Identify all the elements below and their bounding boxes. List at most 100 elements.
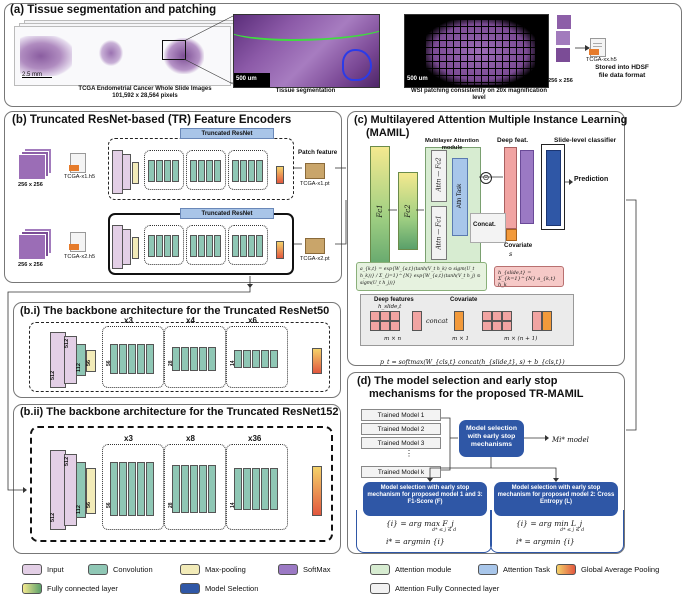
conv-layer (214, 160, 221, 182)
left-eq2: i* = argmin {i} (386, 537, 445, 546)
matrix-cell (502, 311, 512, 321)
right-eq2: i* = argmin {i} (516, 537, 575, 546)
conv-layer (190, 347, 198, 371)
residual-block (226, 444, 288, 530)
left-selection-box: Model selection with early stop mechanis… (363, 482, 487, 516)
h5-file-icon (69, 232, 86, 252)
covariate-cell (542, 311, 552, 331)
matrix-cell (390, 311, 400, 321)
patch-size-a: 256 x 256 (548, 78, 573, 84)
legend-swatch (22, 583, 42, 594)
scale-label-left: 2.5 mm (22, 72, 43, 78)
legend-swatch (88, 564, 108, 575)
wsi-pixels: 101,592 x 28,564 pixels (112, 93, 178, 99)
maxpool-layer (132, 237, 139, 259)
tissue-image (164, 38, 204, 74)
covariate-symbol: s (509, 250, 513, 258)
residual-block (144, 150, 184, 190)
conv-layer (243, 350, 251, 368)
residual-block (144, 225, 184, 265)
prediction-equation: p_t = softmax(W_{cls,t} concat(h_{slide,… (380, 359, 565, 366)
prediction-label: Prediction (574, 176, 609, 183)
patch-stack (556, 14, 576, 74)
scale-label-mid: 500 um (236, 76, 257, 82)
maxpool-layer (86, 350, 96, 372)
scale-label-right: 500 um (407, 76, 428, 82)
conv-layer (146, 462, 154, 516)
conv-layer (119, 344, 127, 374)
patch-feature-label: Patch feature (298, 149, 338, 156)
repeat-label: x3 (124, 316, 133, 325)
conv-layer (146, 344, 154, 374)
conv-layer (110, 462, 118, 516)
trained-model-item: Trained Model 1 (361, 409, 441, 421)
matrix-cell (370, 321, 380, 331)
attention-module-label: Multilayer Attention module (425, 138, 479, 151)
patch-input-stack (18, 228, 52, 260)
conv-layer (190, 160, 197, 182)
matrix-cell (532, 311, 542, 331)
right-eq1: {i} = arg min L_j (516, 519, 583, 528)
attn-fc1-block: Attn — Fc1 (431, 206, 447, 260)
conv-layer (232, 235, 239, 257)
residual-block (102, 444, 164, 530)
conv-layer (199, 347, 207, 371)
covariate-block (506, 229, 517, 241)
matrix-cell (390, 321, 400, 331)
deep-feat-block (504, 147, 517, 229)
conv-layer (164, 235, 171, 257)
h-slide-label: h_slide,t (378, 304, 402, 310)
patching-caption: WSI patching consistently on 20x magnifi… (410, 88, 548, 101)
repeat-label: x36 (248, 434, 262, 443)
conv-layer (252, 350, 260, 368)
h5-file-icon (589, 38, 606, 57)
conv-layer (261, 350, 269, 368)
legend-label: Max-pooling (205, 565, 246, 574)
attn-task-block: Attn Task (452, 158, 468, 236)
residual-block (164, 444, 226, 530)
panel-a-title: (a) Tissue segmentation and patching (10, 4, 217, 16)
classifier-label: Slide-level classifier (554, 137, 617, 144)
global-avg-pool (312, 348, 322, 374)
conv-layer (76, 462, 86, 518)
conv-layer (119, 462, 127, 516)
maxpool-layer (86, 468, 96, 514)
matrix-cell (492, 321, 502, 331)
conv-layer (252, 468, 260, 510)
conv-layer (181, 347, 189, 371)
legend-label: SoftMax (303, 565, 331, 574)
h5-file-icon (69, 153, 86, 173)
conv-layer (172, 465, 180, 513)
legend-swatch (370, 583, 390, 594)
conv-layer (206, 160, 213, 182)
bi-backbone-outline (29, 322, 330, 392)
legend-label: Fully connected layer (47, 584, 118, 593)
panel-d-title-2: mechanisms for the proposed TR-MAMIL (369, 388, 584, 400)
conv-layer (156, 235, 163, 257)
conv-layer (240, 235, 247, 257)
matrix-cell (380, 311, 390, 321)
panel-c-title-2: (MAMIL) (366, 127, 410, 139)
legend-label: Model Selection (205, 584, 259, 593)
classifier-outline (541, 144, 565, 230)
conv-layer (110, 344, 118, 374)
zoom-box (162, 40, 186, 60)
right-eq1-sub: d* ≤ j ≤ d (560, 528, 585, 533)
attn-fc2-block: Attn — Fc2 (431, 150, 447, 202)
conv-layer (76, 344, 86, 376)
conv-layer (172, 347, 180, 371)
deep-feat-label: Deep feat. (497, 137, 529, 144)
conv-layer (181, 465, 189, 513)
dim-mn1: m × (n + 1) (504, 336, 538, 342)
repeat-label: x3 (124, 434, 133, 443)
left-equations (356, 510, 492, 553)
matrix-cell (482, 321, 492, 331)
matrix-cell (502, 321, 512, 331)
tissue-image (99, 40, 123, 66)
wsi-caption: TCGA Endometrial Cancer Whole Slide Imag… (78, 86, 212, 92)
trained-model-item: Trained Model 3 (361, 437, 441, 449)
conv-layer (208, 465, 216, 513)
